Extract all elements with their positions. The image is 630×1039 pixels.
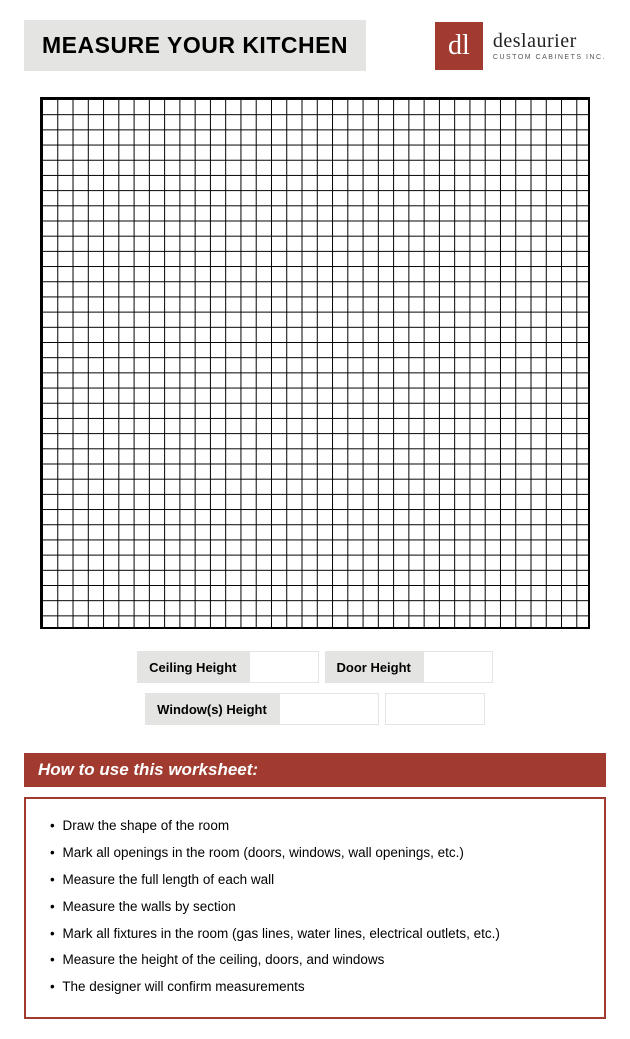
bullet-icon: •: [50, 818, 55, 833]
measurement-grid: [40, 97, 590, 629]
howto-item: • Measure the height of the ceiling, doo…: [50, 951, 584, 970]
door-height-input[interactable]: [423, 651, 493, 683]
door-height-field: Door Height: [325, 651, 493, 683]
howto-heading: How to use this worksheet:: [24, 753, 606, 787]
howto-item-text: Measure the full length of each wall: [59, 872, 274, 887]
window-height-field: Window(s) Height: [145, 693, 379, 725]
howto-item: • Measure the walls by section: [50, 898, 584, 917]
bullet-icon: •: [50, 979, 55, 994]
ceiling-height-field: Ceiling Height: [137, 651, 318, 683]
page-title-box: MEASURE YOUR KITCHEN: [24, 20, 366, 71]
logo-subtitle: CUSTOM CABINETS INC.: [493, 54, 606, 61]
bullet-icon: •: [50, 872, 55, 887]
bullet-icon: •: [50, 926, 55, 941]
height-fields: Ceiling Height Door Height Window(s) Hei…: [24, 651, 606, 725]
bullet-icon: •: [50, 845, 55, 860]
howto-item: • Mark all openings in the room (doors, …: [50, 844, 584, 863]
window-height-input[interactable]: [279, 693, 379, 725]
ceiling-height-label: Ceiling Height: [137, 651, 248, 683]
howto-item-text: Draw the shape of the room: [59, 818, 229, 833]
howto-item: • Measure the full length of each wall: [50, 871, 584, 890]
howto-item: • The designer will confirm measurements: [50, 978, 584, 997]
howto-item: • Mark all fixtures in the room (gas lin…: [50, 925, 584, 944]
bullet-icon: •: [50, 899, 55, 914]
howto-list: • Draw the shape of the room• Mark all o…: [50, 817, 584, 997]
howto-item-text: Measure the walls by section: [59, 899, 236, 914]
header-row: MEASURE YOUR KITCHEN dl deslaurier CUSTO…: [24, 20, 606, 71]
logo-mark: dl: [435, 22, 483, 70]
bullet-icon: •: [50, 952, 55, 967]
window-height-extra-input[interactable]: [385, 693, 485, 725]
page-title: MEASURE YOUR KITCHEN: [42, 32, 348, 59]
field-row-2: Window(s) Height: [145, 693, 485, 725]
ceiling-height-input[interactable]: [249, 651, 319, 683]
howto-item: • Draw the shape of the room: [50, 817, 584, 836]
logo: dl deslaurier CUSTOM CABINETS INC.: [435, 22, 606, 70]
logo-name: deslaurier: [493, 31, 606, 51]
howto-item-text: The designer will confirm measurements: [59, 979, 305, 994]
door-height-label: Door Height: [325, 651, 423, 683]
howto-box: • Draw the shape of the room• Mark all o…: [24, 797, 606, 1019]
window-height-label: Window(s) Height: [145, 693, 279, 725]
grid-wrap: [24, 97, 606, 629]
howto-item-text: Mark all openings in the room (doors, wi…: [59, 845, 464, 860]
howto-item-text: Mark all fixtures in the room (gas lines…: [59, 926, 500, 941]
field-row-1: Ceiling Height Door Height: [137, 651, 493, 683]
howto-item-text: Measure the height of the ceiling, doors…: [59, 952, 385, 967]
logo-text: deslaurier CUSTOM CABINETS INC.: [493, 31, 606, 61]
